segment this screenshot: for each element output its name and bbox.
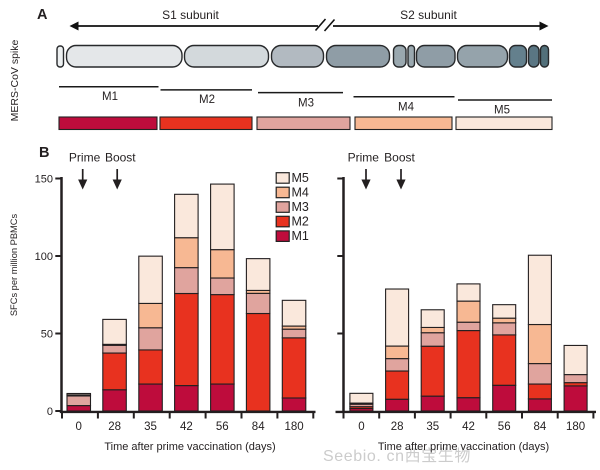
svg-text:B: B — [39, 145, 49, 161]
svg-text:0: 0 — [47, 406, 53, 418]
svg-text:M3: M3 — [292, 200, 309, 214]
svg-text:35: 35 — [144, 421, 157, 433]
svg-text:Prime: Prime — [348, 151, 380, 165]
svg-text:0: 0 — [358, 421, 364, 433]
svg-text:180: 180 — [285, 421, 304, 433]
svg-text:SFCs per million PBMCs: SFCs per million PBMCs — [9, 214, 19, 317]
svg-text:M1: M1 — [102, 91, 118, 103]
svg-text:84: 84 — [534, 421, 547, 433]
svg-text:M2: M2 — [199, 94, 215, 106]
svg-text:56: 56 — [216, 421, 229, 433]
svg-text:MERS-CoV spike: MERS-CoV spike — [9, 40, 21, 122]
svg-text:M5: M5 — [292, 171, 309, 185]
svg-text:50: 50 — [41, 329, 53, 341]
svg-text:28: 28 — [108, 421, 121, 433]
svg-text:M1: M1 — [292, 229, 309, 243]
svg-text:100: 100 — [35, 251, 53, 263]
svg-text:180: 180 — [566, 421, 585, 433]
svg-text:Prime: Prime — [69, 151, 101, 165]
svg-text:Boost: Boost — [105, 151, 136, 165]
svg-text:0: 0 — [75, 421, 81, 433]
svg-text:Time after prime vaccination (: Time after prime vaccination (days) — [104, 441, 275, 453]
svg-text:Time after prime vaccination (: Time after prime vaccination (days) — [378, 441, 549, 453]
svg-text:42: 42 — [180, 421, 193, 433]
svg-text:S2 subunit: S2 subunit — [400, 8, 457, 22]
svg-text:M4: M4 — [292, 186, 309, 200]
svg-text:M2: M2 — [292, 215, 309, 229]
svg-text:42: 42 — [462, 421, 475, 433]
svg-text:S1 subunit: S1 subunit — [162, 8, 219, 22]
svg-text:M4: M4 — [398, 102, 415, 114]
svg-text:Boost: Boost — [384, 151, 415, 165]
svg-text:56: 56 — [498, 421, 511, 433]
svg-text:Seebio. cn西宝生物: Seebio. cn西宝生物 — [323, 447, 471, 465]
svg-text:84: 84 — [252, 421, 265, 433]
svg-text:M5: M5 — [494, 105, 510, 117]
svg-text:35: 35 — [426, 421, 439, 433]
svg-text:150: 150 — [35, 174, 53, 186]
svg-text:A: A — [37, 7, 48, 23]
svg-text:28: 28 — [391, 421, 404, 433]
svg-text:M3: M3 — [298, 98, 314, 110]
